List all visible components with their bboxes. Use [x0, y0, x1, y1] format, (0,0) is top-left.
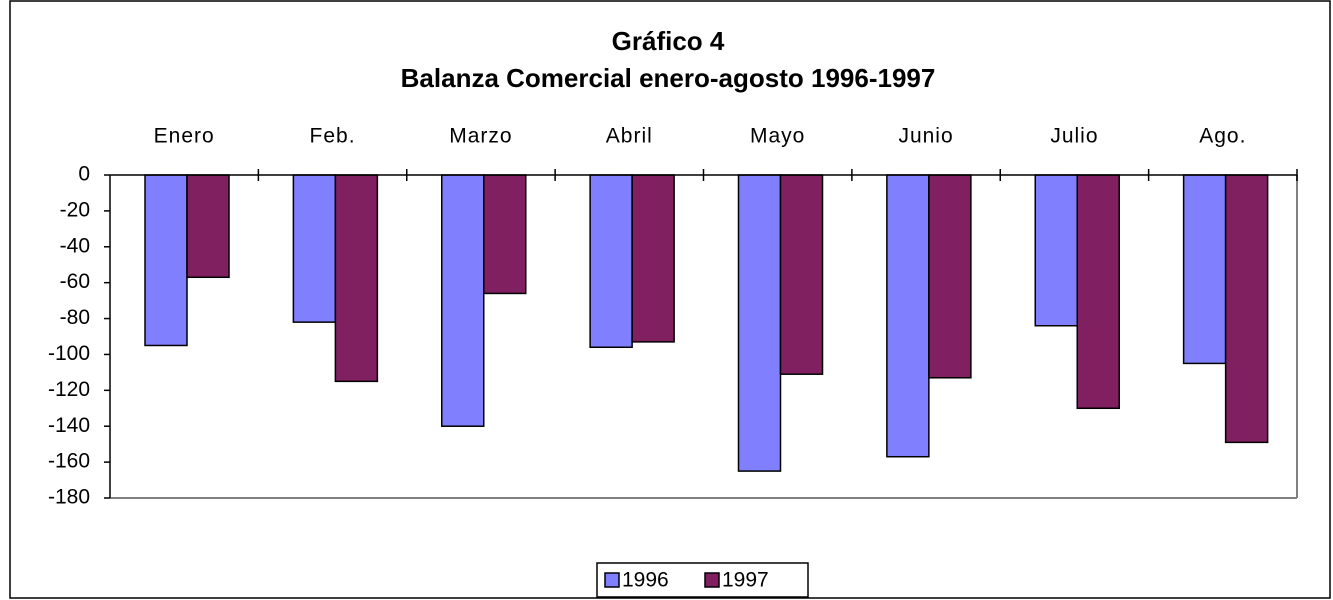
chart-subtitle: Balanza Comercial enero-agosto 1996-1997	[401, 63, 936, 93]
x-tick-label: Abril	[606, 125, 653, 148]
bar	[186, 174, 230, 279]
bar	[1224, 174, 1269, 444]
x-tick-label: Julio	[1050, 125, 1098, 148]
bar	[483, 174, 527, 295]
legend-label: 1997	[722, 569, 769, 592]
bar	[1034, 174, 1078, 327]
legend-swatch	[704, 572, 720, 588]
y-tick-label: 0	[78, 163, 90, 186]
bar	[292, 174, 337, 323]
bar	[1182, 174, 1227, 365]
bar	[589, 174, 633, 349]
y-tick-label: -80	[60, 306, 90, 329]
bar	[631, 174, 675, 343]
y-tick-label: -160	[48, 450, 90, 473]
y-tick-label: -20	[60, 198, 90, 221]
bar	[737, 174, 782, 472]
legend-swatch	[604, 572, 620, 588]
bar	[144, 174, 188, 347]
x-tick-label: Feb.	[310, 125, 356, 148]
bar	[928, 174, 972, 379]
legend-label: 1996	[622, 569, 669, 592]
bar	[334, 174, 379, 383]
x-tick-label: Mayo	[750, 125, 805, 148]
bar	[441, 174, 485, 427]
x-tick-label: Marzo	[449, 125, 512, 148]
chart-title: Gráfico 4	[612, 26, 725, 56]
bar	[779, 174, 824, 375]
legend-box	[596, 562, 809, 598]
y-tick-label: -140	[48, 414, 90, 437]
bar	[886, 174, 930, 458]
y-tick-label: -40	[60, 234, 90, 257]
y-tick-label: -60	[60, 270, 90, 293]
y-tick-label: -100	[48, 342, 90, 365]
bar	[1076, 174, 1120, 410]
y-tick-label: -120	[48, 378, 90, 401]
x-tick-label: Junio	[898, 125, 953, 148]
y-tick-label: -180	[48, 486, 90, 509]
x-tick-label: Enero	[154, 125, 215, 148]
x-tick-label: Ago.	[1199, 125, 1246, 148]
